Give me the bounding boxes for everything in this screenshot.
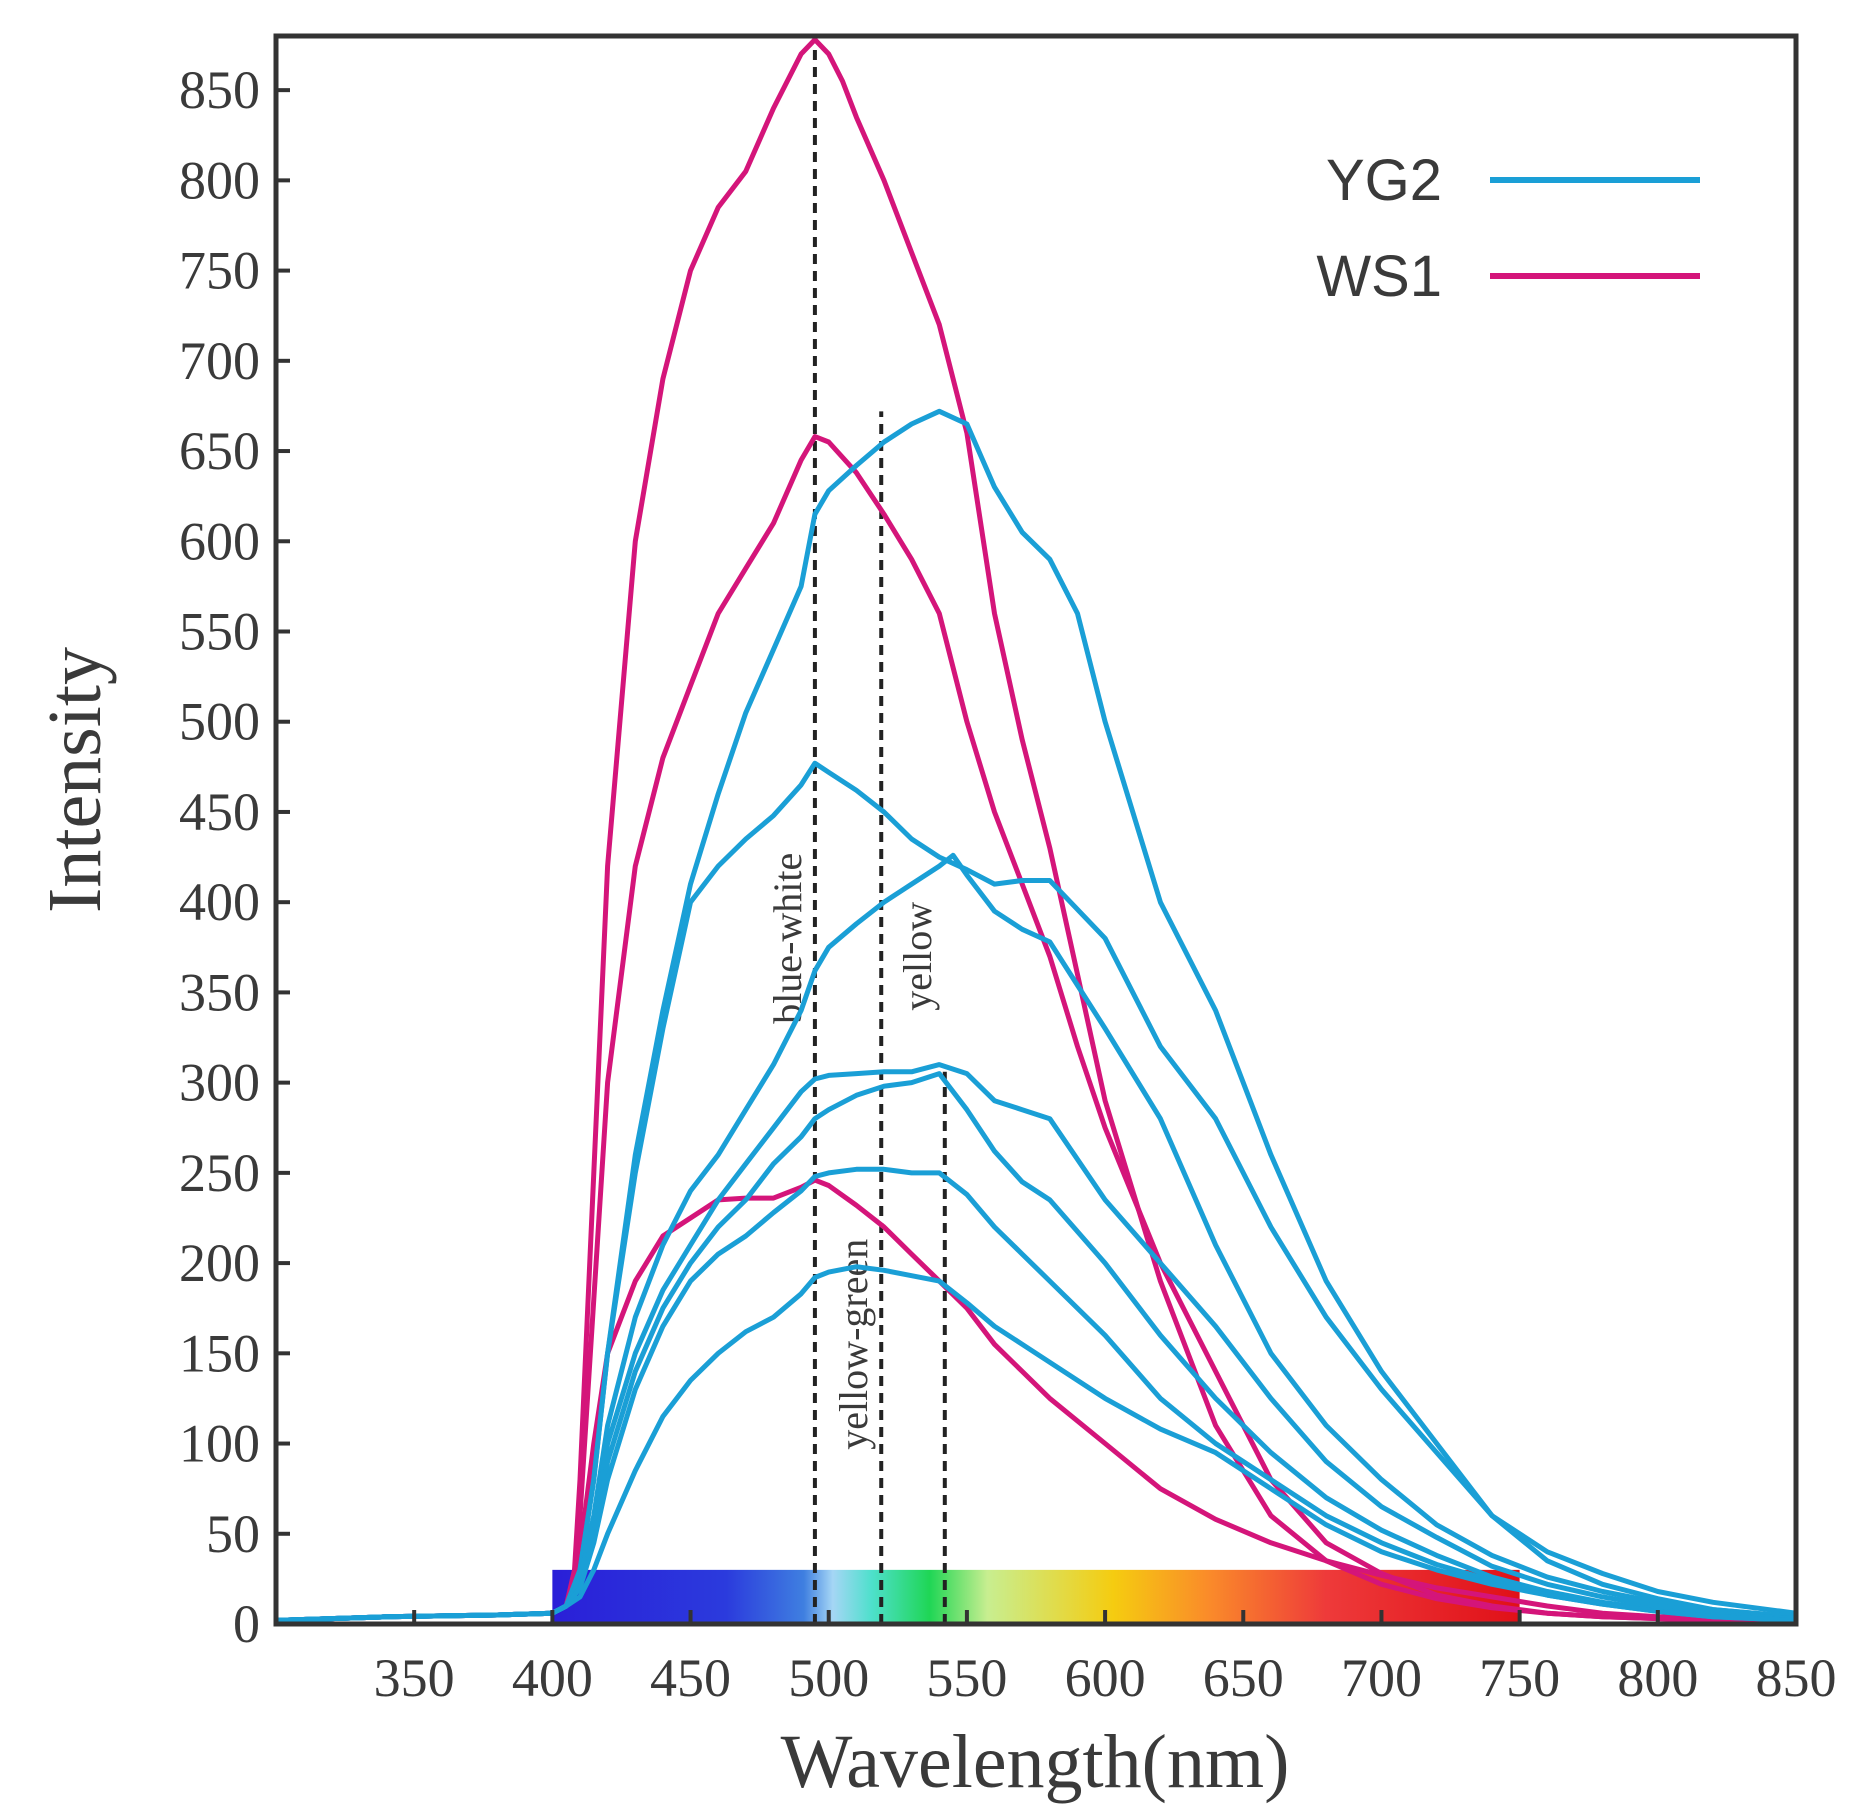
- y-tick-label: 150: [179, 1323, 260, 1383]
- y-tick-label: 250: [179, 1143, 260, 1203]
- x-tick-label: 800: [1617, 1648, 1698, 1708]
- x-tick-label: 450: [650, 1648, 731, 1708]
- y-tick-label: 350: [179, 962, 260, 1022]
- y-tick-label: 400: [179, 872, 260, 932]
- x-tick-label: 600: [1065, 1648, 1146, 1708]
- x-tick-label: 750: [1479, 1648, 1560, 1708]
- y-tick-label: 850: [179, 60, 260, 120]
- spectrum-bar: [552, 1569, 1520, 1624]
- series-line-WS1-2: [273, 434, 1799, 1625]
- reference-label-blue-white: blue-white: [765, 853, 810, 1024]
- reference-lines: blue-white yellow-green yellow: [765, 39, 947, 1624]
- x-axis: 350 400 450 500 550 600 650 700 750 800 850: [374, 1610, 1837, 1708]
- y-axis: 0 50 100 150 200 250 300 350 400 450 500 550 600 650 7…: [179, 60, 290, 1654]
- y-tick-label: 800: [179, 150, 260, 210]
- series-line-WS1-3: [273, 1177, 1799, 1623]
- y-tick-label: 500: [179, 692, 260, 752]
- y-tick-label: 50: [206, 1504, 260, 1564]
- series-line-WS1-1: [273, 37, 1799, 1625]
- y-tick-label: 550: [179, 602, 260, 662]
- x-tick-label: 700: [1341, 1648, 1422, 1708]
- series-line-YG2-5: [273, 760, 1799, 1623]
- series-line-YG2-6: [273, 852, 1799, 1623]
- y-tick-label: 300: [179, 1053, 260, 1113]
- x-tick-label: 850: [1756, 1648, 1837, 1708]
- y-tick-label: 200: [179, 1233, 260, 1293]
- series-line-YG2-10: [273, 1264, 1799, 1623]
- series-line-YG2-7: [273, 1062, 1799, 1623]
- series-line-YG2-4: [273, 408, 1799, 1623]
- legend-label-WS1: WS1: [1316, 244, 1442, 309]
- x-tick-label: 400: [512, 1648, 593, 1708]
- x-axis-title: Wavelength(nm): [781, 1720, 1290, 1804]
- series-lines: [273, 37, 1799, 1625]
- legend-label-YG2: YG2: [1326, 148, 1442, 213]
- y-tick-label: 750: [179, 241, 260, 301]
- y-tick-label: 100: [179, 1414, 260, 1474]
- x-tick-label: 650: [1203, 1648, 1284, 1708]
- plot-frame: [273, 33, 1799, 1627]
- x-tick-label: 500: [788, 1648, 869, 1708]
- y-tick-label: 600: [179, 511, 260, 571]
- y-tick-label: 700: [179, 331, 260, 391]
- y-tick-label: 650: [179, 421, 260, 481]
- series-line-YG2-9: [273, 1166, 1799, 1623]
- y-axis-title: Intensity: [33, 647, 117, 913]
- x-tick-label: 350: [374, 1648, 455, 1708]
- reference-label-yellow-green: yellow-green: [831, 1239, 876, 1450]
- y-tick-label: 450: [179, 782, 260, 842]
- x-tick-label: 550: [926, 1648, 1007, 1708]
- series-line-YG2-8: [273, 1071, 1799, 1623]
- y-tick-label: 0: [233, 1594, 260, 1654]
- reference-label-yellow: yellow: [895, 902, 940, 1011]
